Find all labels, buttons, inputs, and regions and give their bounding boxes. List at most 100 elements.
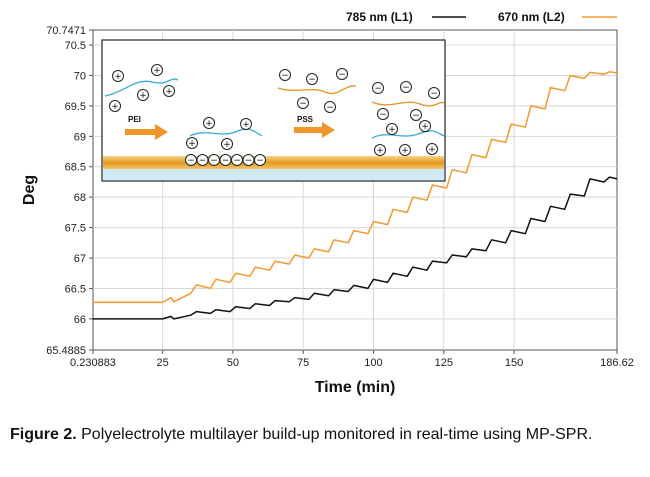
- pei-layer-bottom: [371, 130, 445, 139]
- glass-substrate: [103, 169, 444, 180]
- caption-text: Polyelectrolyte multilayer build-up moni…: [76, 426, 593, 443]
- y-tick-label: 67.5: [65, 223, 86, 235]
- ion-circle: [426, 143, 438, 155]
- pss-chain-free: [277, 85, 357, 95]
- x-tick-label: 25: [157, 357, 169, 369]
- ion-circle: [137, 89, 149, 101]
- ion-symbol: +: [401, 146, 409, 156]
- ion-symbol: −: [338, 70, 346, 80]
- arrow-pss: [294, 122, 335, 138]
- ion-symbol: −: [379, 110, 387, 120]
- ion-circle: [109, 100, 121, 112]
- y-tick-label: 66: [74, 314, 86, 326]
- surface-charge-symbol: −: [199, 156, 207, 166]
- series-line-1: [92, 176, 618, 320]
- ion-symbol: −: [430, 89, 438, 99]
- ion-symbol: +: [188, 139, 196, 149]
- ion-circle: [428, 87, 440, 99]
- ion-circle: [377, 108, 389, 120]
- ion-symbol: −: [308, 75, 316, 85]
- surface-charge-symbol: −: [210, 156, 218, 166]
- ion-symbol: +: [205, 119, 213, 129]
- surface-charge-symbol: −: [256, 156, 264, 166]
- ion-symbol: +: [421, 122, 429, 132]
- ion-circle: [410, 109, 422, 121]
- ion-symbol: +: [376, 146, 384, 156]
- surface-charge-symbol: −: [245, 156, 253, 166]
- legend: 785 nm (L1) 670 nm (L2): [346, 10, 617, 24]
- surface-charge-symbol: −: [222, 156, 230, 166]
- ion-circle: [163, 85, 175, 97]
- x-tick-label: 125: [435, 357, 453, 369]
- ion-circle: [203, 117, 215, 129]
- ion-circle: [306, 73, 318, 85]
- ion-circle: [186, 137, 198, 149]
- y-tick-label: 69: [74, 131, 86, 143]
- label-pss: PSS: [297, 115, 314, 124]
- y-tick-label: 68.5: [65, 162, 86, 174]
- ion-symbol: +: [153, 66, 161, 76]
- arrow-pei: [125, 124, 168, 140]
- x-tick-label: 75: [297, 357, 309, 369]
- y-tick-label: 69.5: [65, 101, 86, 113]
- y-tick-label: 66.5: [65, 283, 86, 295]
- ion-circle: [297, 97, 309, 109]
- ion-symbol: +: [139, 91, 147, 101]
- y-tick-label: 70: [74, 70, 86, 82]
- ion-symbol: +: [165, 87, 173, 97]
- ion-symbol: −: [374, 84, 382, 94]
- ion-symbol: −: [326, 103, 334, 113]
- ion-symbol: −: [402, 83, 410, 93]
- x-tick-label: 150: [505, 357, 523, 369]
- pei-chain-free: [104, 78, 179, 97]
- ion-symbol: +: [388, 125, 396, 135]
- y-tick-labels: 65.4885 66 66.5 67 67.5 68 68.5 69 69.5 70 70.5 70.…: [46, 25, 86, 357]
- surface-charge-symbol: −: [233, 156, 241, 166]
- pss-layer-top: [371, 101, 445, 107]
- ion-symbol: −: [299, 99, 307, 109]
- legend-label-l1: 785 nm (L1): [346, 10, 413, 24]
- y-axis-title: Deg: [21, 175, 38, 205]
- ion-symbol: +: [428, 145, 436, 155]
- ion-symbol: +: [242, 120, 250, 130]
- ion-circle: [279, 69, 291, 81]
- ion-circle: [419, 120, 431, 132]
- ion-symbol: −: [281, 71, 289, 81]
- ion-circle: [336, 68, 348, 80]
- pei-chain-adsorbed: [189, 128, 263, 137]
- ion-circle: [240, 118, 252, 130]
- inset-schematic: PEI PSS +++++++++− − −− −− −−− −+++ + +− − − − − − −: [101, 39, 446, 182]
- ion-circle: [324, 101, 336, 113]
- y-tick-label: 68: [74, 192, 86, 204]
- ion-symbol: −: [412, 111, 420, 121]
- y-tick-label: 67: [74, 253, 86, 265]
- caption-lead: Figure 2.: [10, 426, 77, 443]
- label-pei: PEI: [128, 115, 141, 124]
- spr-chart: 0.230883 25 50 75 100 125 150 186.62 65.4885666…: [21, 10, 634, 396]
- x-tick-label: 0.230883: [70, 357, 116, 369]
- y-tick-label: 70.5: [65, 40, 86, 52]
- x-tick-labels: 0.230883 25 50 75 100 125 150 186.62: [70, 357, 634, 369]
- y-tick-label: 70.7471: [46, 25, 86, 37]
- ion-circle: [112, 70, 124, 82]
- ion-symbol: +: [223, 140, 231, 150]
- y-tick-label: 65.4885: [46, 345, 86, 357]
- ion-symbol: +: [111, 102, 119, 112]
- figure-caption: Figure 2. Polyelectrolyte multilayer bui…: [10, 424, 646, 445]
- ion-circle: [400, 81, 412, 93]
- series-lines: [92, 71, 618, 320]
- x-axis-title: Time (min): [315, 379, 396, 396]
- surface-charge-symbol: −: [187, 156, 195, 166]
- ion-circle: [221, 138, 233, 150]
- ion-circle: [151, 64, 163, 76]
- series-line-2: [92, 71, 618, 304]
- ion-symbol: +: [114, 72, 122, 82]
- gold-layer: [103, 156, 444, 169]
- legend-label-l2: 670 nm (L2): [498, 10, 565, 24]
- ion-circle: [372, 82, 384, 94]
- ion-circle: [399, 144, 411, 156]
- ions: +++++++++− − −− −− −−− −+++ + +− − − − − − −: [109, 64, 440, 166]
- ion-circle: [374, 144, 386, 156]
- x-tick-label: 50: [227, 357, 239, 369]
- x-tick-label: 186.62: [600, 357, 634, 369]
